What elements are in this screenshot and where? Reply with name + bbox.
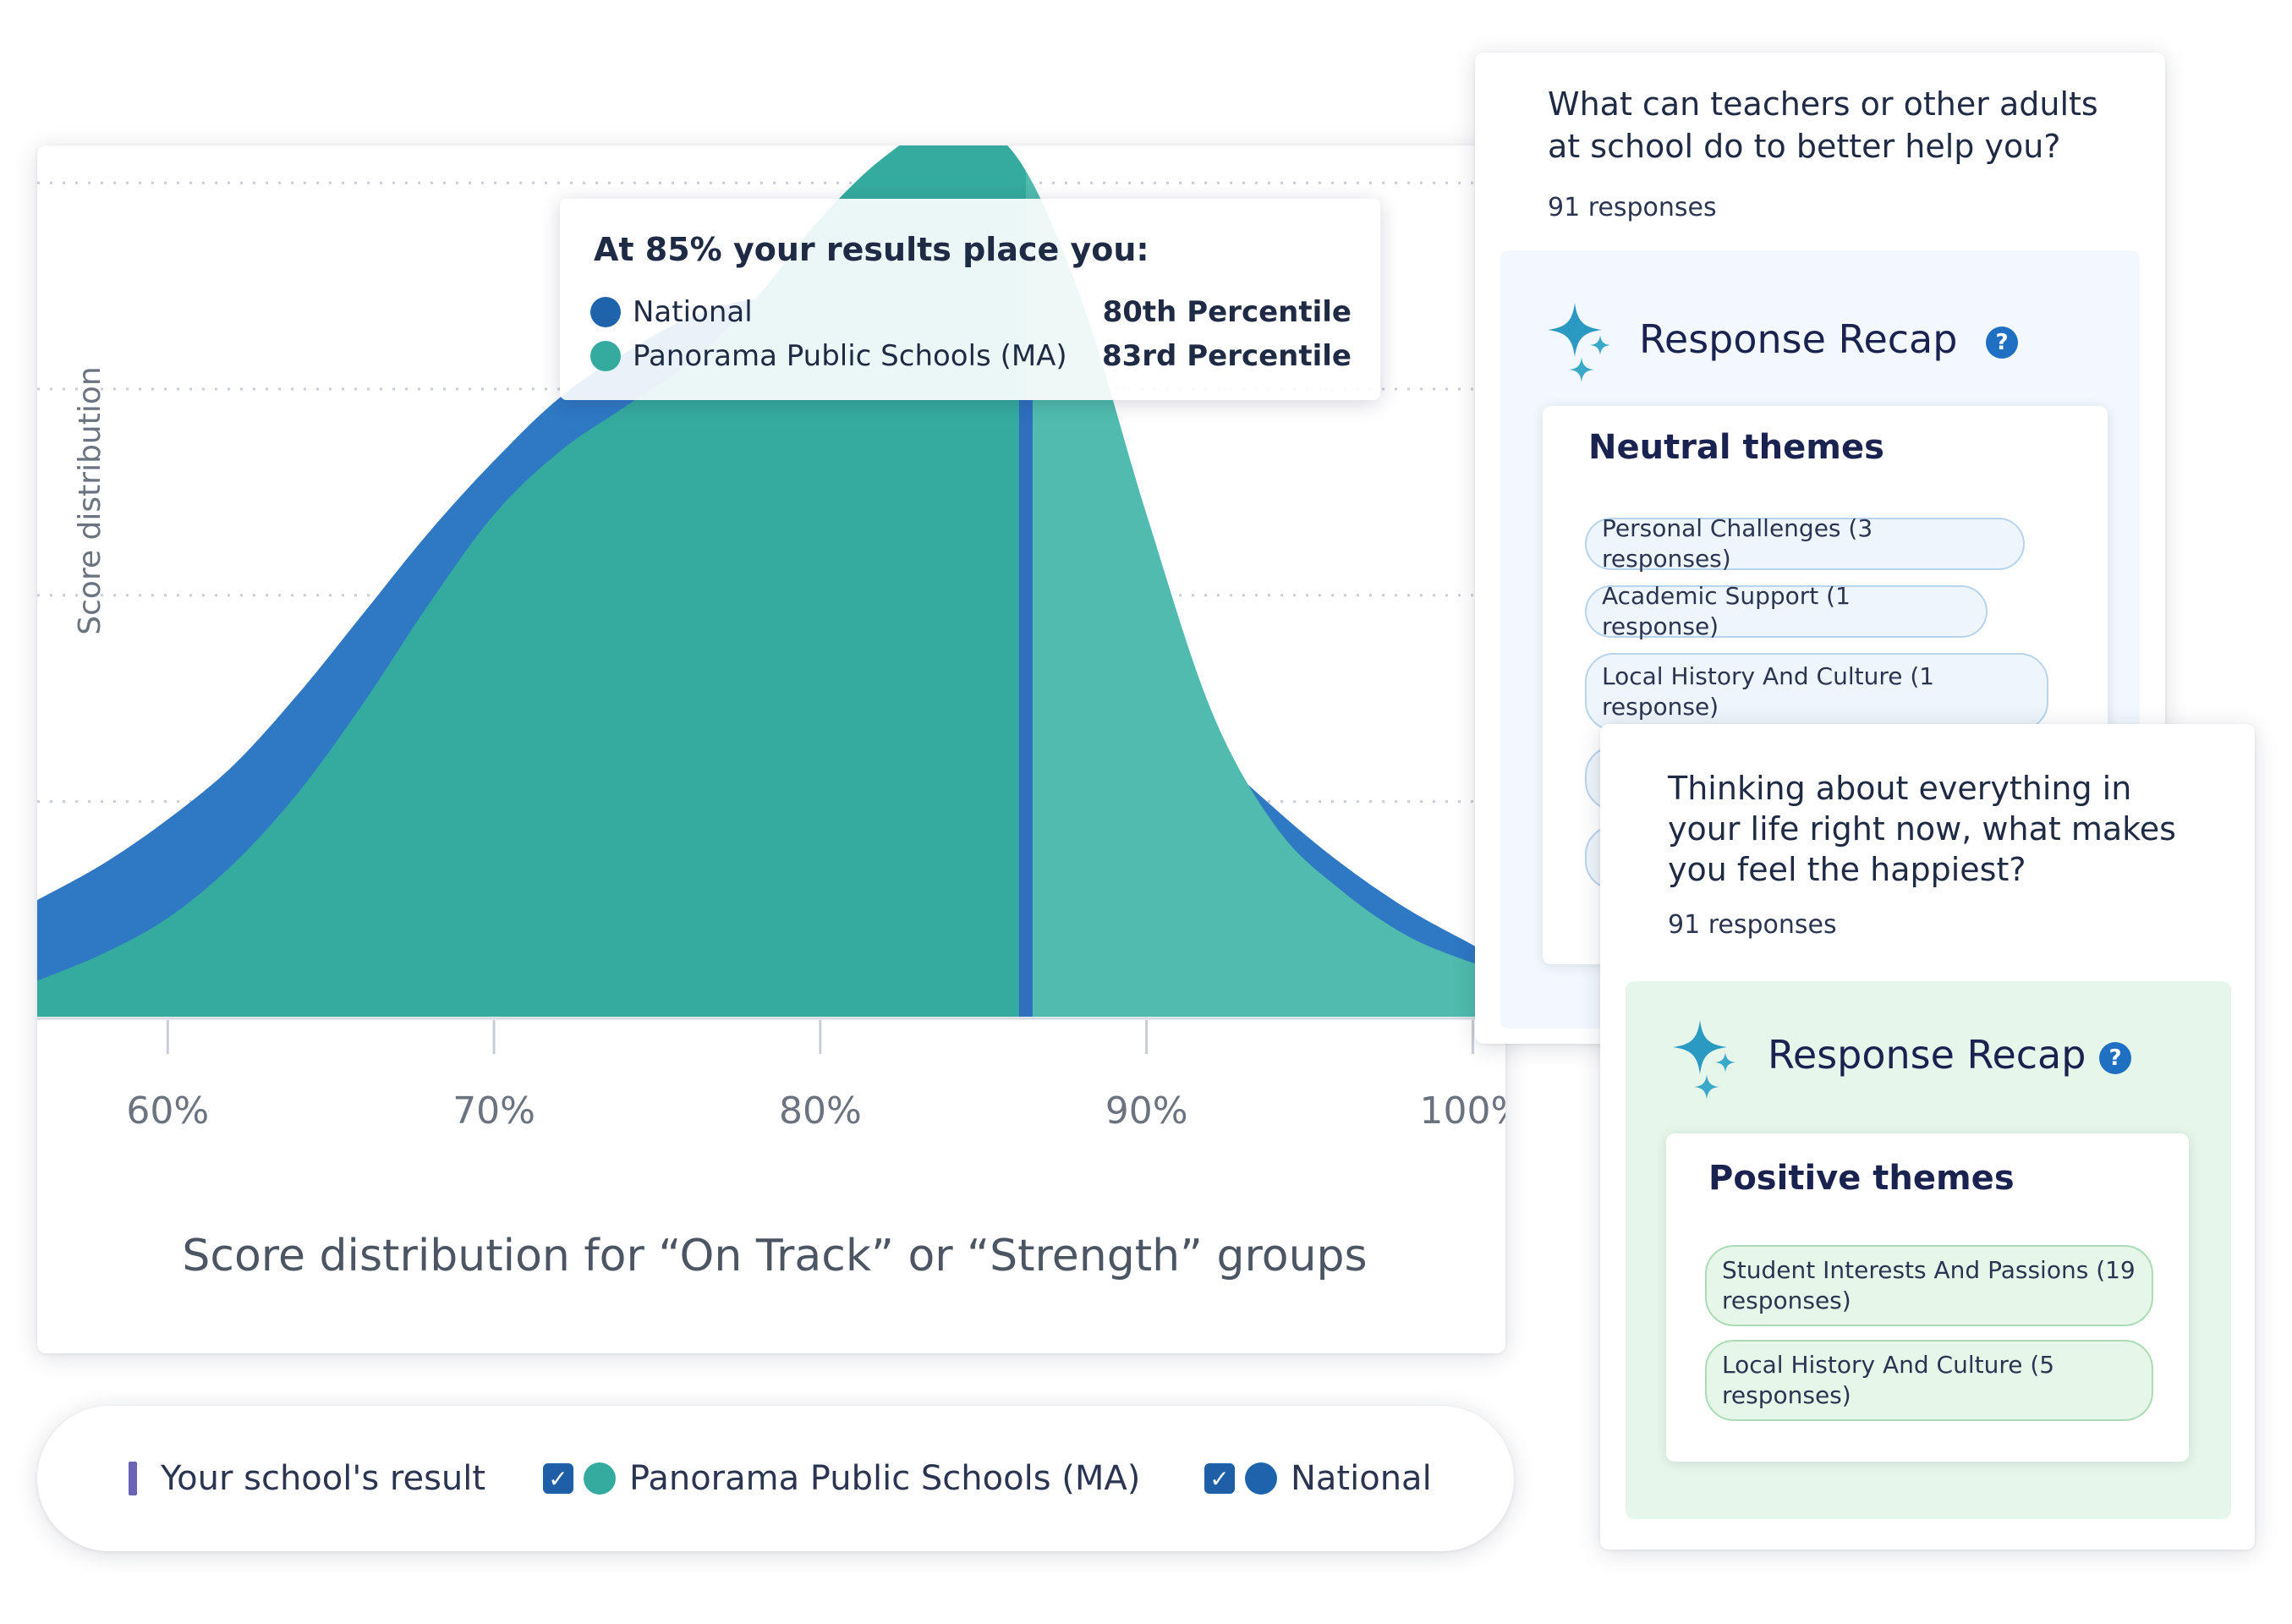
themes-title: Neutral themes	[1588, 428, 1884, 467]
question-text: Thinking about everything in your life r…	[1668, 770, 2176, 888]
x-tick-label: 80%	[779, 1089, 862, 1133]
theme-pill[interactable]: Academic Support (1 response)	[1585, 582, 1988, 640]
theme-pill[interactable]: Local History And Culture (5 responses)	[1705, 1340, 2153, 1421]
result-marker-icon	[129, 1462, 137, 1495]
legend-item-school-result: Your school's result	[129, 1406, 485, 1551]
panorama-dot-icon	[590, 341, 621, 371]
tooltip-row-value: 80th Percentile	[1102, 295, 1352, 329]
response-recap-title: Response Recap	[1639, 316, 1958, 362]
tooltip-row-name: National	[633, 295, 753, 329]
x-tick-label: 60%	[126, 1089, 209, 1133]
tooltip-title: At 85% your results place you:	[594, 231, 1149, 268]
tooltip-row-value: 83rd Percentile	[1101, 339, 1352, 373]
response-count: 91 responses	[1548, 193, 1717, 222]
themes-title: Positive themes	[1708, 1159, 2015, 1198]
score-distribution-chart: 60% 70% 80% 90% 100% Score distribution Scor…	[37, 145, 1505, 1281]
tooltip-row-name: Panorama Public Schools (MA)	[633, 339, 1067, 373]
series-area-panorama-highlight	[1025, 171, 1505, 1017]
x-tick-label: 90%	[1105, 1089, 1188, 1133]
response-count: 91 responses	[1668, 910, 1837, 940]
response-recap-title: Response Recap	[1768, 1032, 2086, 1078]
legend-label: Panorama Public Schools (MA)	[629, 1459, 1141, 1498]
themes-card: Positive themes Student Interests And Pa…	[1666, 1133, 2189, 1462]
response-recap-panel: Response Recap ? Positive themes Student…	[1626, 981, 2231, 1519]
checkbox-checked-icon[interactable]: ✓	[1204, 1463, 1235, 1494]
legend-label: Your school's result	[161, 1459, 486, 1498]
tooltip-row-panorama: Panorama Public Schools (MA) 83rd Percen…	[590, 336, 1352, 378]
x-tick-label: 70%	[452, 1089, 535, 1133]
open-response-card-positive: Thinking about everything in your life r…	[1600, 724, 2255, 1550]
x-axis-ticks: 60% 70% 80% 90% 100%	[126, 1020, 1505, 1133]
national-dot-icon	[590, 297, 621, 327]
checkbox-checked-icon[interactable]: ✓	[543, 1463, 573, 1494]
help-icon[interactable]: ?	[2099, 1042, 2131, 1074]
tooltip-row-national: National 80th Percentile	[590, 292, 1352, 334]
x-axis-label: Score distribution for “On Track” or “St…	[182, 1231, 1367, 1281]
national-dot-icon	[1245, 1462, 1277, 1495]
question-text: What can teachers or other adults at sch…	[1548, 85, 2098, 165]
legend-item-national[interactable]: ✓ National	[1204, 1406, 1432, 1551]
percentile-tooltip: At 85% your results place you: National …	[560, 199, 1380, 400]
legend-label: National	[1291, 1459, 1432, 1498]
y-axis-label: Score distribution	[73, 366, 107, 634]
theme-pill[interactable]: Local History And Culture (1 response)	[1585, 653, 2048, 731]
chart-legend: Your school's result ✓ Panorama Public S…	[37, 1406, 1514, 1551]
theme-pill[interactable]: Student Interests And Passions (19 respo…	[1705, 1245, 2153, 1326]
your-school-result-marker[interactable]	[1018, 399, 1033, 1017]
panorama-dot-icon	[584, 1462, 616, 1495]
legend-item-panorama[interactable]: ✓ Panorama Public Schools (MA)	[543, 1406, 1140, 1551]
help-icon[interactable]: ?	[1986, 326, 2018, 359]
x-tick-label: 100%	[1420, 1089, 1505, 1133]
theme-pill[interactable]: Personal Challenges (3 responses)	[1585, 514, 2025, 573]
sparkle-icon	[1673, 1020, 1735, 1100]
sparkle-icon	[1548, 303, 1610, 382]
